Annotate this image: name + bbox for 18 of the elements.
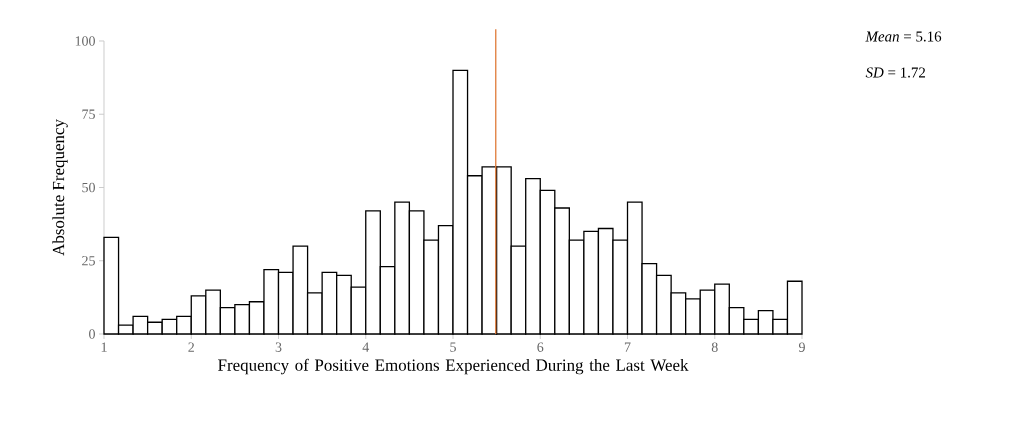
x-axis-title: Frequency of Positive Emotions Experienced During the Last Week <box>218 358 689 375</box>
y-tick-label: 75 <box>82 109 95 119</box>
x-tick-label: 4 <box>362 342 370 352</box>
x-tick-label: 5 <box>450 342 456 352</box>
y-tick-label: 100 <box>75 36 95 46</box>
text: SD = 1.72 <box>865 67 926 78</box>
y-tick-label: 50 <box>82 182 95 193</box>
x-tick-label: 1 <box>101 342 107 352</box>
x-tick-label: 2 <box>188 342 194 352</box>
x-tick-label: 7 <box>624 342 631 352</box>
x-tick-label: 9 <box>798 342 805 352</box>
x-tick-label: 6 <box>537 342 544 352</box>
x-tick-label: 8 <box>711 342 718 352</box>
y-tick-label: 0 <box>89 329 95 339</box>
x-tick-label: 3 <box>275 342 282 352</box>
y-axis-title: Absolute Frequency <box>52 119 68 256</box>
text: Mean = 5.16 <box>865 31 942 42</box>
y-tick-label: 25 <box>82 256 95 266</box>
